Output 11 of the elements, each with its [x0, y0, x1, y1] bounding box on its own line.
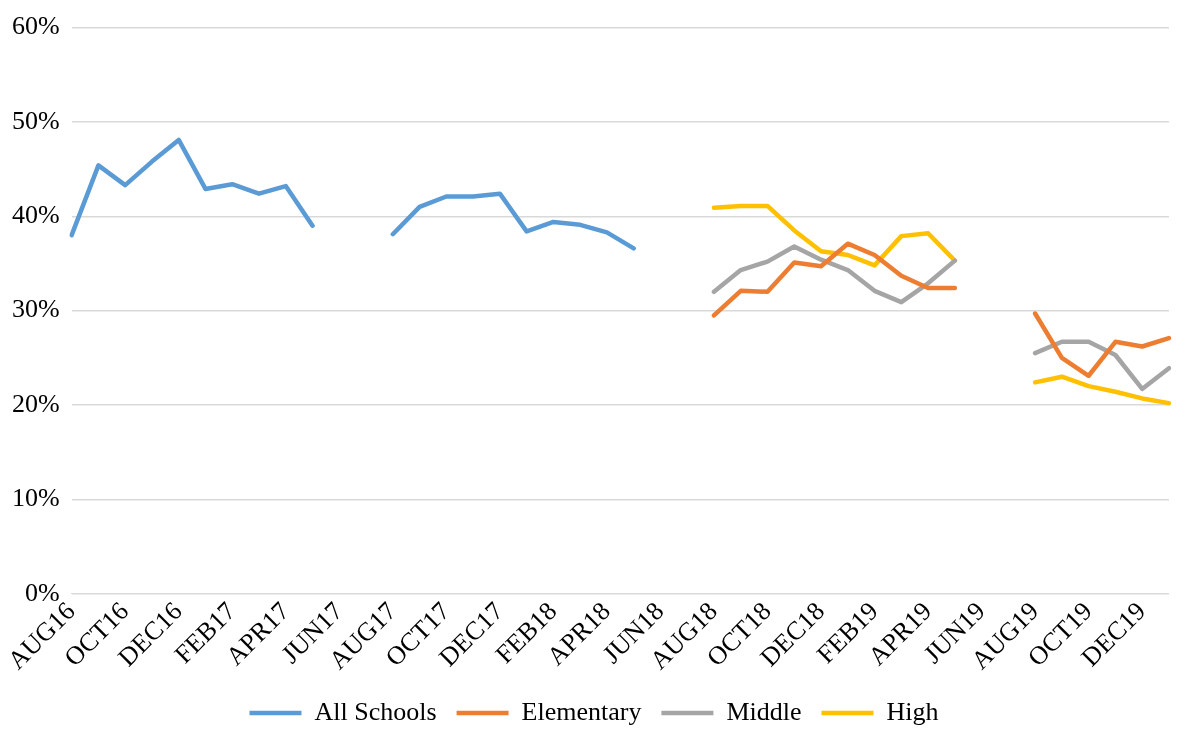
y-tick-label: 60%	[11, 11, 60, 41]
y-tick-label: 20%	[11, 388, 60, 418]
y-tick-label: 0%	[24, 577, 60, 607]
y-tick-label: 10%	[11, 483, 60, 513]
legend-label: Middle	[726, 696, 802, 726]
legend-label: High	[886, 696, 939, 726]
y-tick-label: 30%	[11, 294, 60, 324]
legend-label: All Schools	[314, 696, 437, 726]
y-tick-label: 50%	[11, 105, 60, 135]
legend-label: Elementary	[521, 696, 642, 726]
y-tick-label: 40%	[11, 200, 60, 230]
